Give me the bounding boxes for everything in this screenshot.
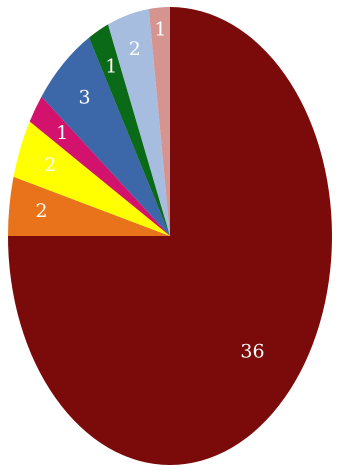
slice-data-label: 1: [154, 18, 166, 40]
slice-data-label: 2: [44, 154, 56, 176]
slice-data-label: 2: [129, 38, 141, 60]
slice-data-label: 1: [56, 122, 68, 144]
slice-data-label: 1: [105, 56, 117, 78]
pie-slices: [8, 7, 332, 465]
pie-slice: [8, 176, 170, 236]
pie-slice: [148, 7, 170, 236]
pie-slice: [41, 37, 171, 237]
slice-data-label: 3: [79, 86, 91, 108]
pie-slice: [13, 121, 170, 236]
pie-slice: [89, 24, 170, 237]
slice-data-label: 36: [240, 341, 264, 363]
pie-slice: [29, 96, 171, 236]
slice-data-label: 2: [35, 200, 47, 222]
pie-slice: [108, 8, 170, 236]
